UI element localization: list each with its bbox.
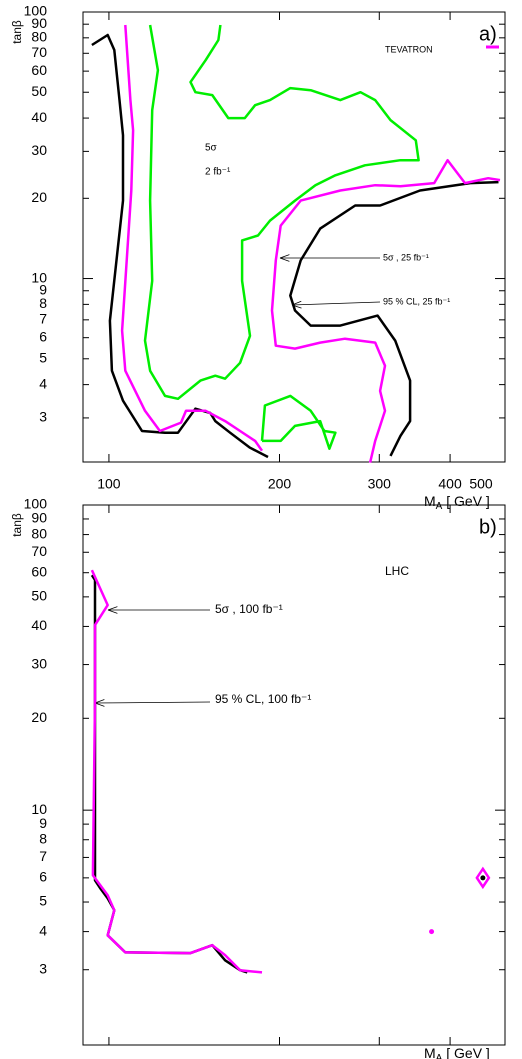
y-tick-label: 7 — [39, 311, 47, 327]
y-tick-label: 8 — [39, 295, 47, 311]
x-tick-label: 100 — [97, 476, 121, 492]
plot-frame — [82, 11, 506, 463]
annotation: 5σ , 100 fb⁻¹ — [215, 602, 283, 616]
x-axis-label: MA [ GeV ] — [424, 1045, 490, 1059]
y-tick-label: 70 — [31, 44, 47, 60]
y-tick-label: 90 — [31, 15, 47, 31]
y-axis-label: tanβ — [10, 20, 24, 44]
annotation: TEVATRON — [385, 44, 433, 54]
contour-line — [91, 33, 269, 459]
y-tick-label: 5 — [39, 349, 47, 365]
y-tick-label: 100 — [24, 496, 48, 512]
point — [480, 875, 486, 881]
y-tick-label: 50 — [31, 83, 47, 99]
y-tick-label: 50 — [31, 588, 47, 604]
contour-line — [260, 394, 337, 450]
x-label-main: M — [424, 1045, 436, 1059]
y-tick-label: 9 — [39, 281, 47, 297]
x-axis-label: MA [ GeV ] — [424, 493, 490, 512]
x-tick-label: 300 — [368, 476, 392, 492]
y-tick-label: 9 — [39, 815, 47, 831]
y-tick-label: 10 — [31, 269, 47, 285]
y-tick-label: 100 — [24, 3, 48, 19]
x-label-sub: A — [436, 1053, 443, 1059]
y-tick-label: 90 — [31, 510, 47, 526]
arrow — [291, 301, 381, 306]
x-tick-label: 500 — [469, 476, 493, 492]
y-tick-label: 6 — [39, 869, 47, 885]
arrow — [94, 701, 211, 704]
y-tick-label: 80 — [31, 29, 47, 45]
y-tick-label: 5 — [39, 893, 47, 909]
panel-label: a) — [479, 23, 497, 45]
contour-line — [120, 24, 264, 452]
contour-line — [90, 574, 248, 974]
point-diamond — [475, 866, 491, 890]
y-tick-label: 8 — [39, 830, 47, 846]
annotation: 95 % CL, 100 fb⁻¹ — [215, 692, 311, 706]
y-tick-label: 3 — [39, 409, 47, 425]
y-tick-label: 20 — [31, 189, 47, 205]
y-tick-label: 4 — [39, 922, 47, 938]
annotation: 5σ — [205, 143, 218, 154]
y-tick-label: 30 — [31, 142, 47, 158]
arrow-head — [94, 699, 105, 704]
x-tick-label: 400 — [438, 476, 462, 492]
y-tick-label: 80 — [31, 525, 47, 541]
arrow-head — [107, 609, 118, 614]
annotation: 95 % CL, 25 fb⁻¹ — [383, 296, 450, 306]
arrow-head — [94, 702, 105, 707]
y-tick-label: 10 — [31, 801, 47, 817]
x-label-rest: [ GeV ] — [442, 493, 489, 509]
contour-line — [289, 180, 499, 457]
x-label-rest: [ GeV ] — [442, 1045, 489, 1059]
x-label-main: M — [424, 493, 436, 509]
contour-line — [90, 569, 263, 974]
y-tick-label: 6 — [39, 328, 47, 344]
arrow-head — [107, 606, 118, 611]
y-tick-label: 60 — [31, 563, 47, 579]
y-tick-label: 70 — [31, 543, 47, 559]
arrow-head — [279, 254, 290, 259]
y-tick-label: 3 — [39, 960, 47, 976]
contour-line — [270, 158, 501, 463]
panel-label: b) — [479, 516, 497, 538]
annotation: LHC — [385, 564, 409, 578]
y-tick-label: 7 — [39, 848, 47, 864]
y-tick-label: 4 — [39, 375, 47, 391]
point — [429, 929, 435, 935]
x-tick-label: 200 — [268, 476, 292, 492]
x-label-sub: A — [436, 501, 443, 512]
contour-line — [143, 24, 420, 401]
y-tick-label: 30 — [31, 655, 47, 671]
plot-frame — [82, 504, 506, 1046]
y-axis-label: tanβ — [10, 513, 24, 537]
annotation: 5σ , 25 fb⁻¹ — [383, 252, 429, 262]
y-tick-label: 40 — [31, 617, 47, 633]
y-tick-label: 20 — [31, 709, 47, 725]
y-tick-label: 40 — [31, 109, 47, 125]
arrow-head — [279, 257, 290, 262]
y-tick-label: 60 — [31, 62, 47, 78]
annotation: 2 fb⁻¹ — [205, 167, 231, 178]
